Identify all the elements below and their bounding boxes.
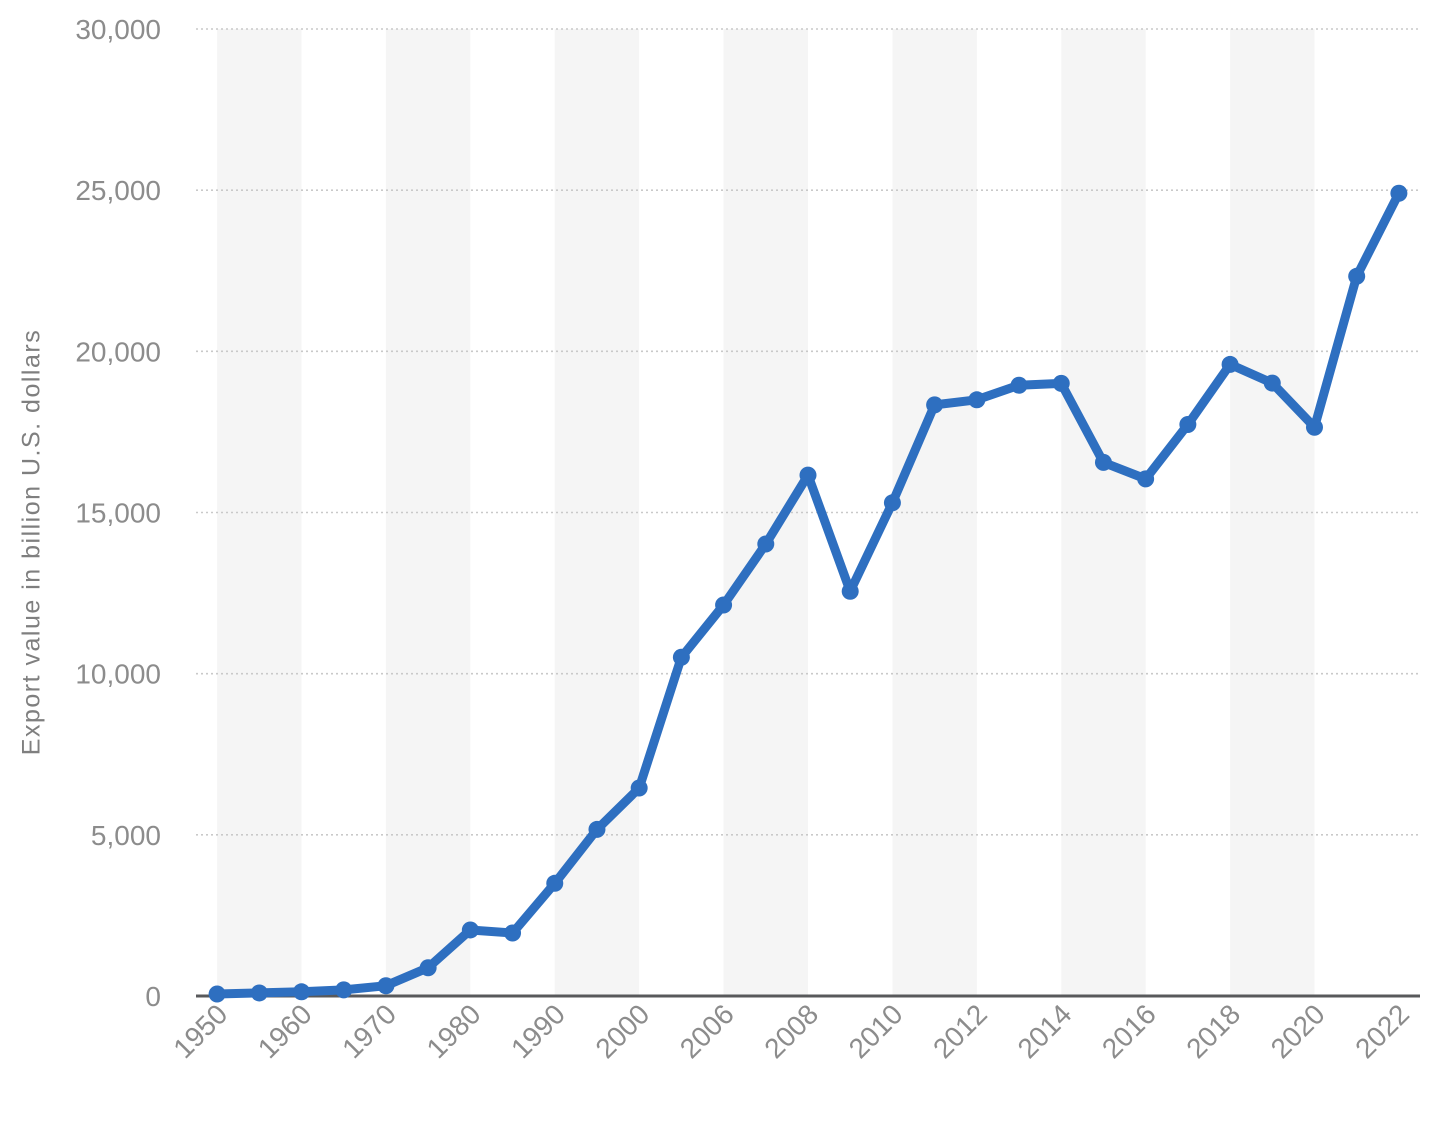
x-tick-label: 2014: [1012, 998, 1078, 1064]
data-point[interactable]: [504, 924, 522, 942]
x-tick-label: 2012: [927, 998, 993, 1064]
data-point[interactable]: [335, 981, 353, 999]
data-point[interactable]: [588, 820, 606, 838]
data-point[interactable]: [1390, 184, 1408, 202]
data-point[interactable]: [377, 977, 395, 995]
y-tick-label: 30,000: [75, 14, 161, 45]
y-tick-label: 5,000: [91, 820, 161, 851]
data-point[interactable]: [1305, 418, 1323, 436]
data-point[interactable]: [546, 874, 564, 892]
data-point[interactable]: [883, 494, 901, 512]
x-tick-label: 2000: [589, 998, 655, 1064]
y-tick-label: 20,000: [75, 336, 161, 367]
x-tick-label: 1990: [505, 998, 571, 1064]
data-point[interactable]: [419, 959, 437, 977]
x-tick-label: 1970: [336, 998, 402, 1064]
y-tick-label: 0: [145, 981, 161, 1012]
plot-band: [892, 29, 977, 996]
x-tick-label: 1960: [252, 998, 318, 1064]
data-point[interactable]: [208, 985, 226, 1003]
data-point[interactable]: [1263, 374, 1281, 392]
data-point[interactable]: [630, 779, 648, 797]
x-tick-label: 1950: [167, 998, 233, 1064]
x-tick-label: 2018: [1180, 998, 1246, 1064]
x-tick-label: 2020: [1265, 998, 1331, 1064]
data-point[interactable]: [1137, 470, 1155, 488]
data-point[interactable]: [715, 596, 733, 614]
data-point[interactable]: [1179, 415, 1197, 433]
x-tick-label: 1980: [421, 998, 487, 1064]
y-tick-label: 25,000: [75, 175, 161, 206]
data-point[interactable]: [293, 983, 311, 1001]
x-tick-label: 2010: [843, 998, 909, 1064]
data-point[interactable]: [757, 535, 775, 553]
x-tick-label: 2022: [1349, 998, 1415, 1064]
y-tick-label: 10,000: [75, 659, 161, 690]
data-point[interactable]: [1094, 453, 1112, 471]
data-point[interactable]: [841, 582, 859, 600]
data-point[interactable]: [1221, 355, 1239, 373]
x-tick-label: 2016: [1096, 998, 1162, 1064]
x-tick-label: 2006: [674, 998, 740, 1064]
y-axis-title: Export value in billion U.S. dollars: [17, 328, 46, 756]
data-point[interactable]: [1052, 374, 1070, 392]
data-point[interactable]: [926, 396, 944, 414]
plot-band: [217, 29, 302, 996]
data-point[interactable]: [250, 984, 268, 1002]
data-point[interactable]: [461, 921, 479, 939]
y-tick-label: 15,000: [75, 498, 161, 529]
data-point[interactable]: [1010, 376, 1028, 394]
data-point[interactable]: [1348, 267, 1366, 285]
data-point[interactable]: [968, 391, 986, 409]
data-point[interactable]: [799, 466, 817, 484]
data-point[interactable]: [672, 648, 690, 666]
x-tick-label: 2008: [758, 998, 824, 1064]
